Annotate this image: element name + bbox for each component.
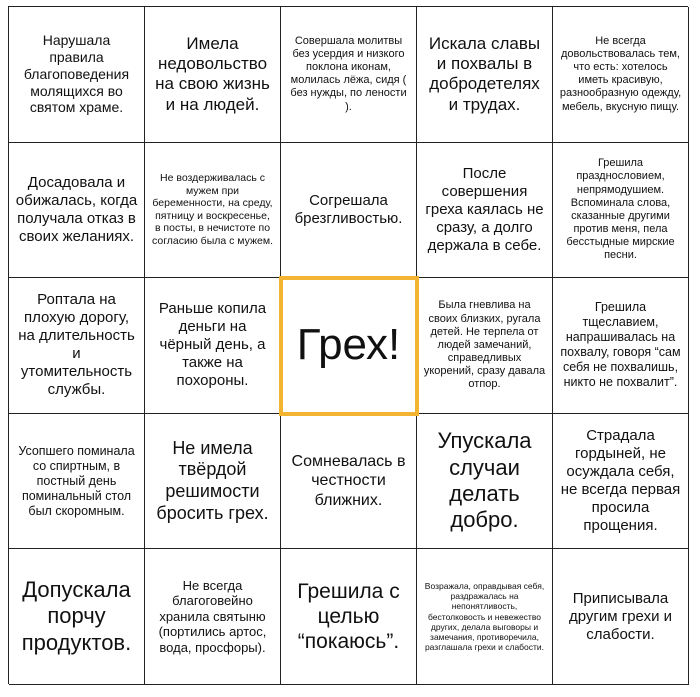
bingo-cell: Нарушала правила благоповедения молящихс…: [9, 7, 145, 143]
bingo-cell: Грешила тщеславием, напрашивалась на пох…: [553, 278, 689, 414]
bingo-cell: Не всегда благоговейно хранила святыню (…: [145, 549, 281, 685]
bingo-cell: Искала славы и похвалы в добродетелях и …: [417, 7, 553, 143]
bingo-cell: Имела недовольство на свою жизнь и на лю…: [145, 7, 281, 143]
bingo-cell: Роптала на плохую дорогу, на длительност…: [9, 278, 145, 414]
bingo-cell: Приписывала другим грехи и слабости.: [553, 549, 689, 685]
bingo-cell: Совершала молитвы без усердия и низкого …: [281, 7, 417, 143]
center-cell: Грех!: [279, 276, 419, 416]
bingo-cell: Грешила празднословием, непрямодушием. В…: [553, 142, 689, 279]
bingo-cell: Сомневалась в честности ближних.: [281, 413, 417, 550]
bingo-grid: Нарушала правила благоповедения молящихс…: [8, 6, 689, 685]
bingo-cell: Не всегда довольствовалась тем, что есть…: [553, 7, 689, 143]
bingo-cell: Досадовала и обижалась, когда получала о…: [9, 142, 145, 279]
bingo-cell: Не имела твёрдой решимости бросить грех.: [145, 413, 281, 550]
bingo-cell: После совершения греха каялась не сразу,…: [417, 142, 553, 279]
bingo-cell: Допускала порчу продуктов.: [9, 549, 145, 685]
bingo-cell: Не воздерживалась с мужем при беременнос…: [145, 142, 281, 279]
bingo-cell: Раньше копила деньги на чёрный день, а т…: [145, 278, 281, 414]
bingo-cell: Возражала, оправдывая себя, раздражалась…: [417, 549, 553, 685]
bingo-cell: Усопшего поминала со спиртным, в постный…: [9, 413, 145, 550]
bingo-cell: Согрешала брезгливостью.: [281, 142, 417, 279]
bingo-cell: Страдала гордыней, не осуждала себя, не …: [553, 413, 689, 550]
bingo-cell: Грешила с целью “покаюсь”.: [281, 549, 417, 685]
bingo-cell: Была гневлива на своих близких, ругала д…: [417, 278, 553, 414]
bingo-cell: Упускала случаи делать добро.: [417, 413, 553, 550]
